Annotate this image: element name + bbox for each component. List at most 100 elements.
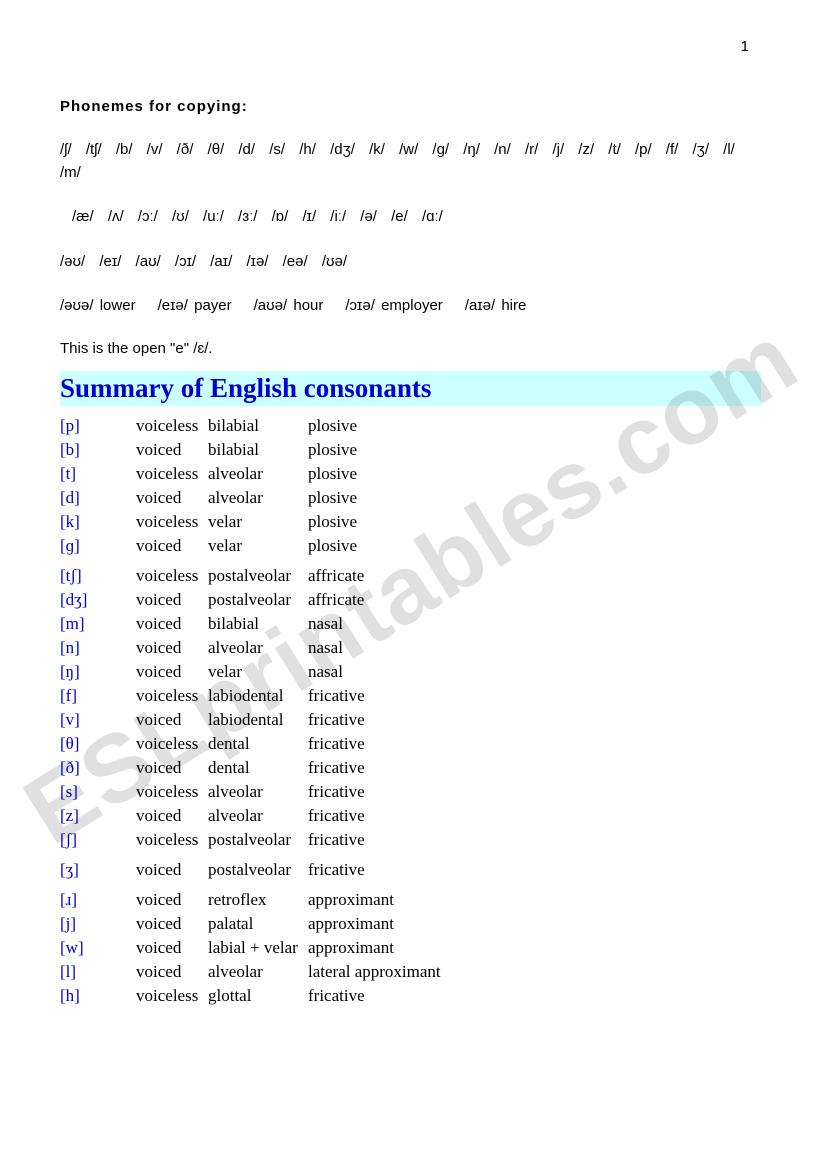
- consonant-manner: fricative: [308, 732, 441, 756]
- consonant-manner: fricative: [308, 984, 441, 1008]
- triphthong-phoneme: /aʊə/: [254, 297, 288, 314]
- consonant-voicing: voiced: [136, 912, 208, 936]
- consonant-manner: affricate: [308, 588, 441, 612]
- consonant-voicing: voiced: [136, 612, 208, 636]
- consonant-symbol: [s]: [60, 780, 136, 804]
- table-row: [j]voicedpalatalapproximant: [60, 912, 441, 936]
- consonant-manner: plosive: [308, 486, 441, 510]
- consonant-symbol: [f]: [60, 684, 136, 708]
- consonant-symbol: [ŋ]: [60, 660, 136, 684]
- table-row: [f]voicelesslabiodentalfricative: [60, 684, 441, 708]
- consonant-manner: plosive: [308, 414, 441, 438]
- table-row: [d]voicedalveolarplosive: [60, 486, 441, 510]
- consonant-symbol: [k]: [60, 510, 136, 534]
- consonant-voicing: voiceless: [136, 414, 208, 438]
- consonant-place: alveolar: [208, 804, 308, 828]
- page-number: 1: [741, 38, 749, 55]
- consonant-symbol: [t]: [60, 462, 136, 486]
- triphthong-word: employer: [381, 297, 443, 314]
- consonant-manner: nasal: [308, 636, 441, 660]
- consonant-manner: fricative: [308, 780, 441, 804]
- consonant-voicing: voiced: [136, 588, 208, 612]
- table-row: [ð]voiceddentalfricative: [60, 756, 441, 780]
- consonant-place: alveolar: [208, 462, 308, 486]
- consonant-symbol: [j]: [60, 912, 136, 936]
- consonant-voicing: voiceless: [136, 780, 208, 804]
- consonant-place: alveolar: [208, 780, 308, 804]
- consonant-manner: lateral approximant: [308, 960, 441, 984]
- table-row: [ʒ]voicedpostalveolarfricative: [60, 852, 441, 882]
- consonant-symbol: [θ]: [60, 732, 136, 756]
- consonant-place: postalveolar: [208, 558, 308, 588]
- consonant-manner: approximant: [308, 912, 441, 936]
- triphthong-word: hour: [293, 297, 323, 314]
- consonant-symbol: [v]: [60, 708, 136, 732]
- consonant-voicing: voiceless: [136, 558, 208, 588]
- consonant-voicing: voiced: [136, 438, 208, 462]
- triphthong-phoneme: /aɪə/: [465, 297, 495, 314]
- consonant-voicing: voiced: [136, 756, 208, 780]
- consonant-symbol: [l]: [60, 960, 136, 984]
- consonant-voicing: voiced: [136, 852, 208, 882]
- consonant-phonemes-line: /ʃ/ /tʃ/ /b/ /v/ /ð/ /θ/ /d/ /s/ /h/ /dʒ…: [60, 139, 761, 184]
- diphthong-phonemes-line: /əʊ/ /eɪ/ /aʊ/ /ɔɪ/ /aɪ/ /ɪə/ /eə/ /ʊə/: [60, 251, 761, 274]
- consonant-place: retroflex: [208, 882, 308, 912]
- consonant-voicing: voiced: [136, 804, 208, 828]
- consonant-manner: approximant: [308, 936, 441, 960]
- consonant-symbol: [h]: [60, 984, 136, 1008]
- table-row: [h]voicelessglottalfricative: [60, 984, 441, 1008]
- consonant-voicing: voiceless: [136, 684, 208, 708]
- page: 1 Phonemes for copying: /ʃ/ /tʃ/ /b/ /v/…: [0, 0, 821, 1038]
- consonant-voicing: voiced: [136, 960, 208, 984]
- triphthong-phoneme: /eɪə/: [158, 297, 188, 314]
- consonant-place: dental: [208, 756, 308, 780]
- triphthong-word: hire: [501, 297, 526, 314]
- table-row: [tʃ]voicelesspostalveolaraffricate: [60, 558, 441, 588]
- table-row: [b]voicedbilabialplosive: [60, 438, 441, 462]
- consonant-symbol: [p]: [60, 414, 136, 438]
- consonant-voicing: voiced: [136, 708, 208, 732]
- open-e-note: This is the open "e" /ɛ/.: [60, 340, 761, 357]
- triphthong-word: payer: [194, 297, 232, 314]
- consonant-voicing: voiced: [136, 486, 208, 510]
- table-row: [k]voicelessvelarplosive: [60, 510, 441, 534]
- consonant-manner: fricative: [308, 804, 441, 828]
- consonant-voicing: voiced: [136, 534, 208, 558]
- consonant-voicing: voiceless: [136, 462, 208, 486]
- consonant-place: bilabial: [208, 414, 308, 438]
- consonant-manner: fricative: [308, 852, 441, 882]
- table-row: [m]voicedbilabialnasal: [60, 612, 441, 636]
- consonant-manner: nasal: [308, 612, 441, 636]
- consonant-voicing: voiced: [136, 882, 208, 912]
- table-row: [ʃ]voicelesspostalveolarfricative: [60, 828, 441, 852]
- consonant-place: postalveolar: [208, 852, 308, 882]
- consonant-symbol: [ɹ]: [60, 882, 136, 912]
- consonant-symbol: [ʒ]: [60, 852, 136, 882]
- table-row: [v]voicedlabiodentalfricative: [60, 708, 441, 732]
- consonant-place: bilabial: [208, 612, 308, 636]
- triphthong-line: /əʊə/ lower/eɪə/ payer/aʊə/ hour/ɔɪə/ em…: [60, 295, 761, 318]
- consonant-voicing: voiceless: [136, 510, 208, 534]
- consonant-voicing: voiced: [136, 936, 208, 960]
- consonant-manner: fricative: [308, 828, 441, 852]
- consonant-symbol: [tʃ]: [60, 558, 136, 588]
- consonant-manner: fricative: [308, 756, 441, 780]
- consonant-symbol: [dʒ]: [60, 588, 136, 612]
- table-row: [t]voicelessalveolarplosive: [60, 462, 441, 486]
- consonant-symbol: [ʃ]: [60, 828, 136, 852]
- triphthong-word: lower: [100, 297, 136, 314]
- consonant-symbol: [n]: [60, 636, 136, 660]
- consonant-voicing: voiceless: [136, 732, 208, 756]
- summary-title: Summary of English consonants: [60, 371, 761, 406]
- consonant-symbol: [d]: [60, 486, 136, 510]
- table-row: [ɡ]voicedvelarplosive: [60, 534, 441, 558]
- consonant-voicing: voiced: [136, 636, 208, 660]
- table-row: [w]voicedlabial + velarapproximant: [60, 936, 441, 960]
- consonant-symbol: [m]: [60, 612, 136, 636]
- table-row: [p]voicelessbilabialplosive: [60, 414, 441, 438]
- table-row: [n]voicedalveolarnasal: [60, 636, 441, 660]
- table-row: [θ]voicelessdentalfricative: [60, 732, 441, 756]
- consonant-voicing: voiceless: [136, 984, 208, 1008]
- consonant-place: labial + velar: [208, 936, 308, 960]
- consonant-symbol: [ð]: [60, 756, 136, 780]
